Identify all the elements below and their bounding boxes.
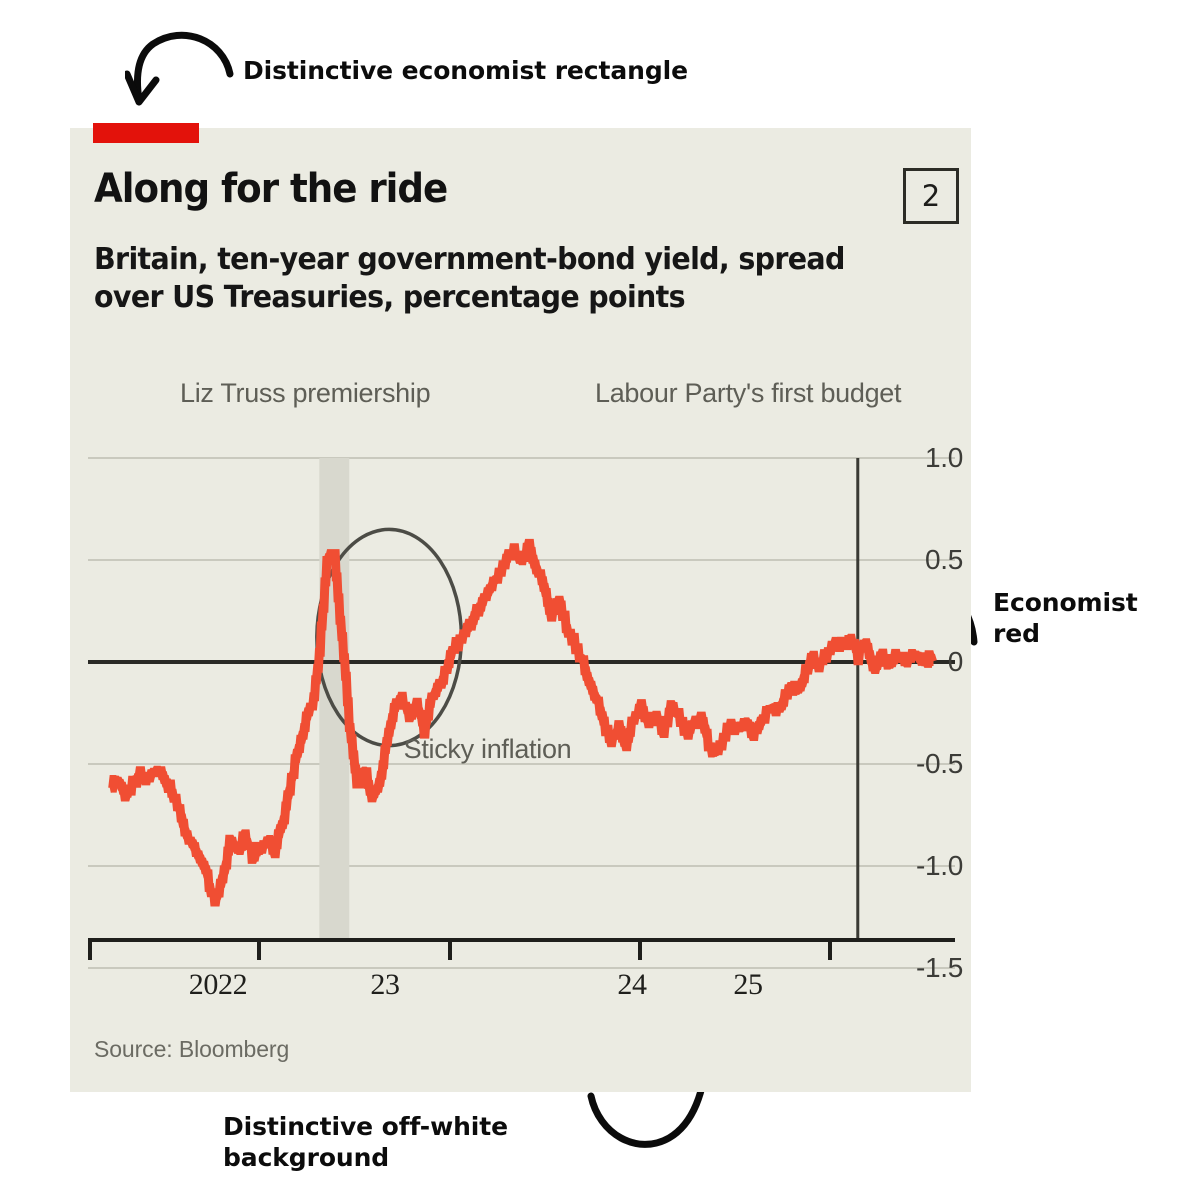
y-tick-label-1: 1.0 [924, 442, 963, 473]
x-tick-label-4: 25 [733, 968, 763, 1001]
economist-red-rectangle [93, 123, 199, 143]
x-tick-label-2: 23 [370, 968, 400, 1001]
y-tick-label-5: -1.0 [915, 850, 963, 881]
callout-labour-first-budget: Labour Party's first budget [595, 378, 902, 408]
y-tick-label-2: 0.5 [924, 544, 963, 575]
callout-sticky-inflation: Sticky inflation [403, 734, 572, 764]
annotation-off-white-background-label: Distinctive off-white background [223, 1112, 508, 1172]
chart-subtitle: Britain, ten-year government-bond yield,… [94, 242, 845, 316]
chart-number-badge: 2 [903, 168, 959, 224]
annotation-arrow-down-left-icon [125, 31, 234, 106]
x-tick-label-3: 24 [617, 968, 647, 1001]
annotation-economist-rectangle-label: Distinctive economist rectangle [243, 56, 688, 85]
x-tick-label-1: 2022 [188, 968, 248, 1001]
annotation-economist-red-label: Economist red [993, 588, 1138, 648]
y-tick-label-3: 0 [947, 646, 964, 677]
x-axis [88, 938, 955, 960]
series-line-gilt-spread [108, 538, 937, 907]
chart-plot-svg [88, 457, 955, 969]
plot-area: Liz Truss premiership Labour Party's fir… [70, 128, 971, 1092]
economist-chart-card: Along for the ride 2 Britain, ten-year g… [70, 123, 971, 1092]
y-tick-label-6: -1.5 [915, 952, 963, 983]
chart-title: Along for the ride [94, 166, 448, 212]
y-tick-label-4: -0.5 [915, 748, 963, 779]
callout-liz-truss-premiership: Liz Truss premiership [180, 378, 431, 408]
chart-source: Source: Bloomberg [94, 1036, 290, 1062]
